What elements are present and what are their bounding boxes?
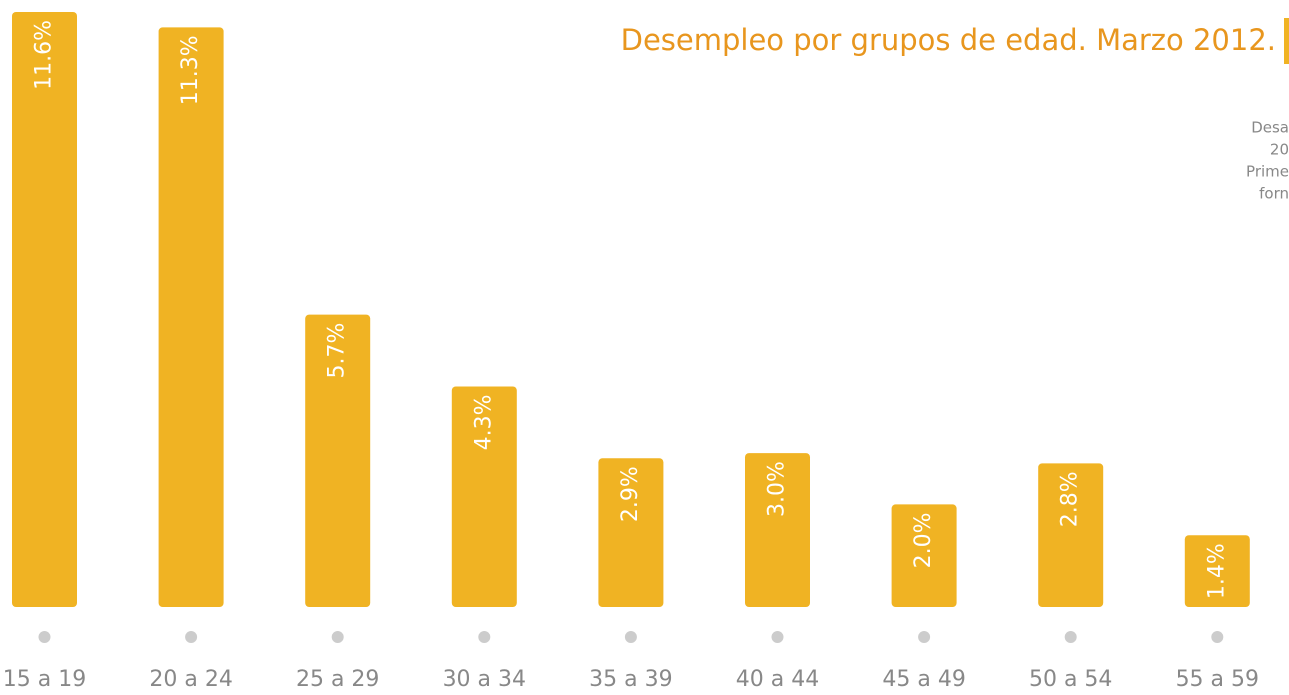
annotation: Desa [1251, 119, 1289, 137]
value-label: 3.0% [765, 461, 790, 517]
bar [158, 27, 224, 607]
x-tick-label: 35 a 39 [589, 667, 672, 692]
value-label: 2.8% [1058, 471, 1083, 527]
x-tick-label: 50 a 54 [1029, 667, 1112, 692]
value-label: 4.3% [471, 394, 496, 450]
bar [12, 12, 77, 607]
value-label: 5.7% [325, 323, 350, 379]
chart-title: Desempleo por grupos de edad. Marzo 2012… [621, 23, 1276, 57]
value-label: 2.0% [911, 512, 936, 568]
bar [1184, 535, 1250, 607]
axis-dot [331, 631, 344, 643]
axis-dot [1064, 631, 1077, 643]
x-tick-label: 25 a 29 [296, 667, 379, 692]
x-tick-label: 30 a 34 [443, 667, 526, 692]
value-label: 11.6% [32, 20, 57, 90]
axis-dot [38, 631, 51, 643]
annotation: Prime [1246, 163, 1289, 181]
axis-dot [918, 631, 931, 643]
axis-dot [478, 631, 491, 643]
x-tick-label: 20 a 24 [149, 667, 232, 692]
x-tick-label: 15 a 19 [3, 667, 86, 692]
x-tick-label: 40 a 44 [736, 667, 819, 692]
bar [891, 504, 957, 607]
x-tick-label: 45 a 49 [882, 667, 965, 692]
title-accent [1284, 18, 1289, 64]
bar [451, 386, 517, 607]
annotation: forn [1259, 185, 1289, 203]
axis-dot [185, 631, 198, 643]
value-label: 2.9% [618, 466, 643, 522]
value-label: 11.3% [178, 35, 203, 105]
annotation: 20 [1270, 141, 1289, 159]
bar [745, 453, 810, 607]
bar [305, 314, 371, 607]
axis-dot [1211, 631, 1224, 643]
value-label: 1.4% [1204, 543, 1229, 599]
axis-dot [771, 631, 784, 643]
x-tick-label: 55 a 59 [1176, 667, 1259, 692]
bar [598, 458, 664, 607]
axis-dot [624, 631, 637, 643]
bar [1038, 463, 1104, 607]
